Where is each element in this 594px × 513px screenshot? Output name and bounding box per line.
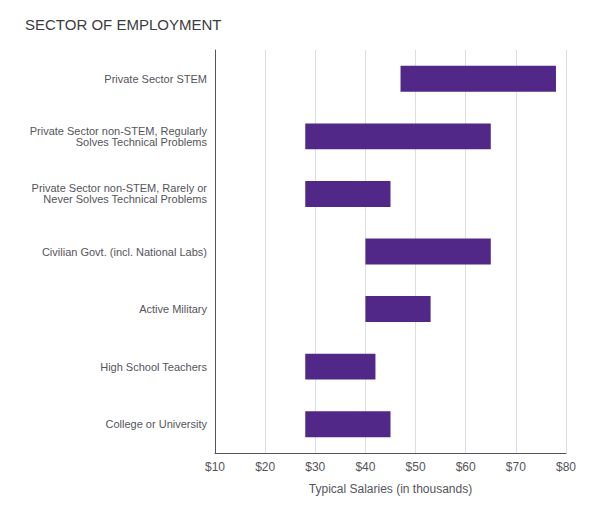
svg-text:SECTOR OF EMPLOYMENT: SECTOR OF EMPLOYMENT <box>25 16 221 33</box>
svg-text:Private Sector non-STEM, Rarel: Private Sector non-STEM, Rarely or <box>31 182 207 195</box>
svg-text:$40: $40 <box>355 460 375 474</box>
svg-text:High School Teachers: High School Teachers <box>100 361 207 373</box>
svg-text:$70: $70 <box>506 460 526 474</box>
svg-text:$20: $20 <box>255 460 275 474</box>
svg-text:$10: $10 <box>205 460 225 474</box>
svg-text:$60: $60 <box>456 460 476 474</box>
svg-text:Never Solves Technical Problem: Never Solves Technical Problems <box>43 193 207 205</box>
svg-text:Active Military: Active Military <box>139 303 207 315</box>
svg-text:College or University: College or University <box>106 418 208 430</box>
svg-text:Solves Technical Problems: Solves Technical Problems <box>76 136 208 148</box>
svg-text:Private Sector non-STEM, Regul: Private Sector non-STEM, Regularly <box>29 124 207 137</box>
svg-text:Private Sector STEM: Private Sector STEM <box>104 73 207 85</box>
svg-text:$80: $80 <box>556 460 576 474</box>
svg-text:Typical Salaries (in thousands: Typical Salaries (in thousands) <box>309 482 472 496</box>
svg-text:Civilian Govt. (incl. National: Civilian Govt. (incl. National Labs) <box>42 246 207 258</box>
svg-text:$50: $50 <box>406 460 426 474</box>
svg-text:$30: $30 <box>305 460 325 474</box>
